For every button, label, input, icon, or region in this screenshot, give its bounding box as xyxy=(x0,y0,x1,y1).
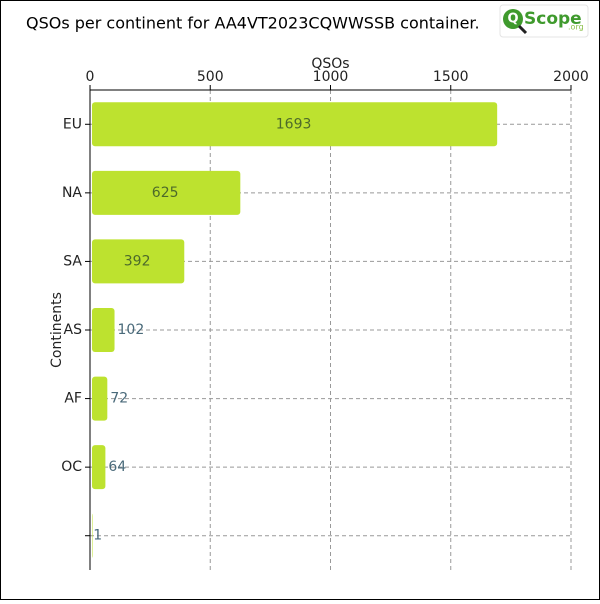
value-label: 625 xyxy=(152,185,179,201)
bar xyxy=(92,308,115,352)
x-tick-label: 0 xyxy=(86,69,95,85)
bar xyxy=(92,170,241,215)
logo-circle xyxy=(503,9,523,29)
value-label: 1693 xyxy=(276,116,312,132)
bar xyxy=(92,513,93,558)
bar xyxy=(92,376,108,421)
value-label: 64 xyxy=(108,459,126,475)
value-label: 1 xyxy=(93,528,102,544)
bar xyxy=(92,239,185,284)
y-axis-label: Continents xyxy=(49,292,65,368)
bar xyxy=(92,445,106,490)
x-tick-label: 1500 xyxy=(433,69,469,85)
x-axis-label: QSOs xyxy=(311,56,349,72)
value-label: 102 xyxy=(118,322,145,338)
x-tick-label: 2000 xyxy=(553,69,589,85)
logo-mark: Q xyxy=(507,12,518,27)
logo-handle xyxy=(517,24,528,35)
value-label: 72 xyxy=(110,391,128,407)
y-tick-label: SA xyxy=(63,253,82,269)
value-label: 392 xyxy=(124,253,151,269)
x-tick-label: 500 xyxy=(197,69,224,85)
logo-text: Scope xyxy=(524,9,582,29)
logo-suffix: .org xyxy=(568,23,584,32)
y-tick-label: OC xyxy=(61,459,82,475)
y-tick-label: NA xyxy=(62,185,82,201)
bar xyxy=(92,102,498,147)
x-tick-label: 1000 xyxy=(313,69,349,85)
y-tick-label: AF xyxy=(64,391,82,407)
logo: Q Scope .org xyxy=(499,4,589,38)
chart-title: QSOs per continent for AA4VT2023CQWWSSB … xyxy=(26,14,480,33)
y-tick-label: EU xyxy=(63,116,82,132)
y-tick-label: AS xyxy=(64,322,83,338)
